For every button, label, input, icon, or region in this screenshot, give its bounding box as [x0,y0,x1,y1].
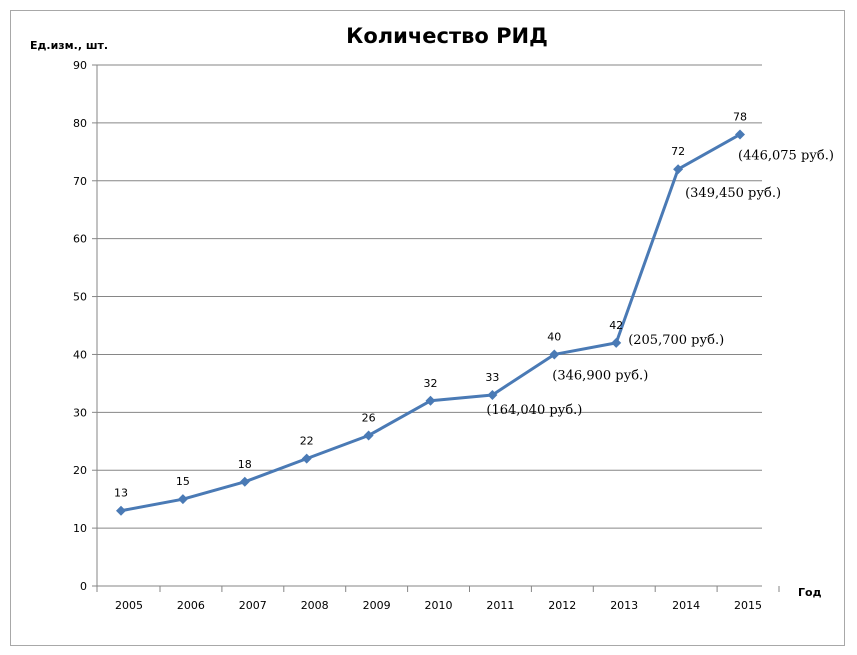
axes: 0 10 20 30 40 50 60 70 80 90 2005 2006 2007 2008 2009 2… [73,59,780,612]
cost-annotation: (446,075 руб.) [738,148,834,163]
cost-annotation: (164,040 руб.) [486,403,582,418]
grid [97,64,762,529]
series-line-layer [120,133,741,513]
chart-frame [10,10,845,646]
x-tick-label: 2011 [486,599,514,612]
x-tick-label: 2009 [363,599,391,612]
x-tick-label: 2005 [115,599,143,612]
x-axis-label: Год [798,586,822,599]
y-tick-label: 10 [73,522,87,535]
data-point [177,494,188,505]
x-tick-label: 2012 [548,599,576,612]
data-point [301,453,312,464]
data-label-layer: 13 15 18 22 26 32 33 40 42 72 78 [114,110,747,499]
y-tick-label: 50 [73,291,87,304]
x-tick-label: 2015 [734,599,762,612]
y-axis-label: Ед.изм., шт. [30,39,108,52]
y-tick-label: 40 [73,348,87,361]
x-tick-label: 2006 [177,599,205,612]
y-tick-label: 70 [73,175,87,188]
x-tick-label: 2008 [301,599,329,612]
y-tick-label: 80 [73,117,87,130]
data-label: 32 [424,377,438,390]
data-point [735,129,745,140]
data-label: 18 [238,458,252,471]
y-tick-label: 90 [73,59,87,72]
y-tick-label: 20 [73,464,87,477]
data-label: 15 [176,475,190,488]
chart-title: Количество РИД [346,24,548,48]
data-point [239,476,250,487]
data-label: 72 [671,145,685,158]
x-tick-label: 2010 [425,599,453,612]
cost-annotation: (346,900 руб.) [552,368,648,383]
x-tick-label: 2014 [672,599,700,612]
data-point [487,389,498,400]
y-tick-label: 60 [73,233,87,246]
cost-annotation: (349,450 руб.) [685,186,781,201]
data-label: 22 [300,435,314,448]
data-label: 33 [485,371,499,384]
data-point [363,430,374,441]
x-tick-label: 2013 [610,599,638,612]
data-point [116,505,126,516]
series-line [120,133,741,513]
data-label: 78 [733,110,747,123]
data-label: 40 [547,330,561,343]
x-tick-label: 2007 [239,599,267,612]
data-point [673,164,684,175]
y-tick-label: 0 [80,580,87,593]
data-label: 13 [114,487,128,500]
data-label: 42 [609,319,623,332]
y-tick-label: 30 [73,406,87,419]
data-point [611,337,622,348]
data-label: 26 [362,411,376,424]
marker-layer [116,129,745,516]
data-point [425,395,436,406]
annotation-layer: (164,040 руб.) (346,900 руб.) (205,700 руб… [486,148,834,418]
cost-annotation: (205,700 руб.) [628,333,724,348]
data-point [549,349,560,360]
